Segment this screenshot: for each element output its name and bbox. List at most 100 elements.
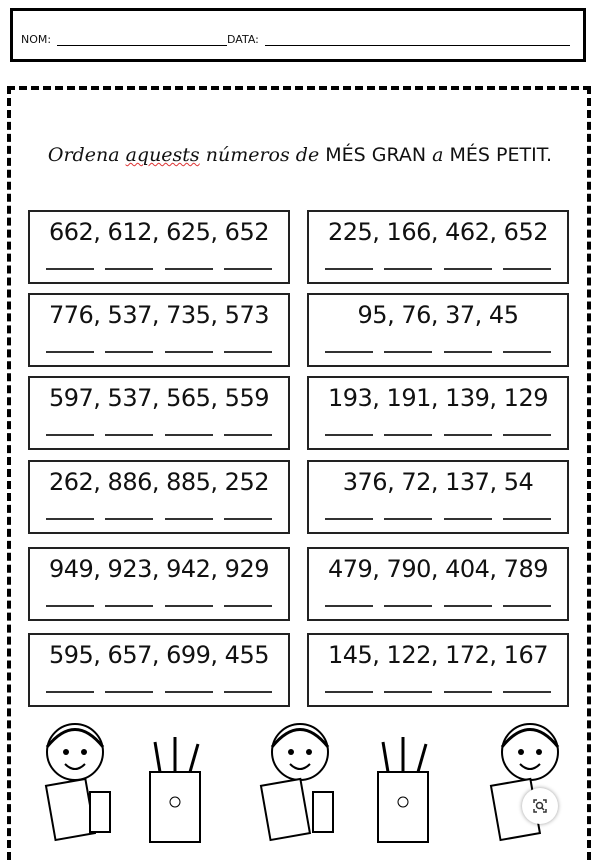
instruction-word: MÉS PETIT. <box>449 144 553 166</box>
zoom-lens-icon <box>533 799 547 813</box>
exercise-box: 662, 612, 625, 652 <box>28 210 290 284</box>
instruction-word: MÉS GRAN <box>325 144 427 166</box>
answer-blank[interactable] <box>105 518 154 520</box>
answer-blanks <box>325 518 551 520</box>
answer-blank[interactable] <box>46 518 94 520</box>
exercise-box: 949, 923, 942, 929 <box>28 547 290 621</box>
girl-illustration <box>44 723 111 842</box>
exercise-numbers: 95, 76, 37, 45 <box>357 301 519 329</box>
answer-blank[interactable] <box>443 605 492 607</box>
answer-blank[interactable] <box>164 268 213 270</box>
exercise-numbers: 376, 72, 137, 54 <box>342 468 534 496</box>
answer-blanks <box>325 605 551 607</box>
exercise-numbers: 662, 612, 625, 652 <box>48 218 270 246</box>
answer-blank[interactable] <box>105 691 154 693</box>
girl-illustration <box>489 723 560 842</box>
answer-blanks <box>325 351 551 353</box>
answer-blank[interactable] <box>105 268 154 270</box>
answer-blank[interactable] <box>384 518 433 520</box>
answer-blank[interactable] <box>384 268 433 270</box>
answer-blank[interactable] <box>502 691 551 693</box>
answer-blank[interactable] <box>46 691 94 693</box>
answer-blank[interactable] <box>384 691 433 693</box>
instruction-word: a <box>432 144 444 166</box>
answer-blank[interactable] <box>502 268 551 270</box>
answer-blank[interactable] <box>223 351 272 353</box>
answer-blank[interactable] <box>105 434 154 436</box>
answer-blank[interactable] <box>443 268 492 270</box>
answer-blanks <box>46 268 272 270</box>
decorations <box>44 723 560 843</box>
answer-blank[interactable] <box>105 605 154 607</box>
pencil-cup-illustration <box>377 737 429 843</box>
answer-blank[interactable] <box>223 268 272 270</box>
answer-blank[interactable] <box>223 605 272 607</box>
answer-blank[interactable] <box>325 268 373 270</box>
exercise-numbers: 776, 537, 735, 573 <box>48 301 270 329</box>
exercise-numbers: 225, 166, 462, 652 <box>327 218 549 246</box>
exercise-box: 262, 886, 885, 252 <box>28 460 290 534</box>
exercise-box: 225, 166, 462, 652 <box>307 210 569 284</box>
answer-blank[interactable] <box>46 434 94 436</box>
answer-blank[interactable] <box>502 605 551 607</box>
exercise-box: 479, 790, 404, 789 <box>307 547 569 621</box>
exercise-box: 95, 76, 37, 45 <box>307 293 569 367</box>
answer-blanks <box>46 518 272 520</box>
answer-blank[interactable] <box>325 691 373 693</box>
name-label: NOM: <box>21 33 52 46</box>
answer-blank[interactable] <box>384 351 433 353</box>
exercise-box: 597, 537, 565, 559 <box>28 376 290 450</box>
answer-blank[interactable] <box>46 268 94 270</box>
exercise-numbers: 193, 191, 139, 129 <box>327 384 549 412</box>
name-field-line[interactable] <box>57 45 227 46</box>
answer-blank[interactable] <box>443 351 492 353</box>
answer-blank[interactable] <box>46 351 94 353</box>
name-date-header: NOM: DATA: <box>10 8 586 62</box>
answer-blank[interactable] <box>384 434 433 436</box>
dashed-frame <box>7 86 591 860</box>
answer-blanks <box>46 691 272 693</box>
answer-blank[interactable] <box>325 518 373 520</box>
answer-blank[interactable] <box>443 518 492 520</box>
exercise-numbers: 595, 657, 699, 455 <box>48 641 270 669</box>
exercise-numbers: 597, 537, 565, 559 <box>48 384 270 412</box>
answer-blank[interactable] <box>325 434 373 436</box>
zoom-lens-button[interactable] <box>522 788 558 824</box>
instruction-word: Ordena <box>47 144 120 166</box>
answer-blank[interactable] <box>46 605 94 607</box>
answer-blank[interactable] <box>164 605 213 607</box>
answer-blank[interactable] <box>325 351 373 353</box>
instruction-title: Ordena aquests números de MÉS GRAN a MÉS… <box>0 144 600 166</box>
exercise-box: 193, 191, 139, 129 <box>307 376 569 450</box>
pencil-cup-illustration <box>149 737 201 843</box>
exercise-numbers: 479, 790, 404, 789 <box>327 555 549 583</box>
answer-blank[interactable] <box>223 518 272 520</box>
answer-blank[interactable] <box>223 691 272 693</box>
girl-illustration <box>259 723 334 842</box>
answer-blank[interactable] <box>164 351 213 353</box>
answer-blank[interactable] <box>105 351 154 353</box>
exercise-box: 376, 72, 137, 54 <box>307 460 569 534</box>
answer-blank[interactable] <box>164 518 213 520</box>
instruction-word: aquests <box>125 144 200 166</box>
answer-blank[interactable] <box>164 434 213 436</box>
answer-blanks <box>325 434 551 436</box>
answer-blank[interactable] <box>443 434 492 436</box>
answer-blank[interactable] <box>502 351 551 353</box>
date-field-line[interactable] <box>265 45 570 46</box>
instruction-word: números de <box>205 144 320 166</box>
answer-blank[interactable] <box>384 605 433 607</box>
exercise-box: 776, 537, 735, 573 <box>28 293 290 367</box>
answer-blank[interactable] <box>502 518 551 520</box>
exercise-box: 145, 122, 172, 167 <box>307 633 569 707</box>
answer-blanks <box>325 691 551 693</box>
answer-blanks <box>46 434 272 436</box>
answer-blank[interactable] <box>443 691 492 693</box>
answer-blank[interactable] <box>502 434 551 436</box>
answer-blank[interactable] <box>164 691 213 693</box>
answer-blank[interactable] <box>325 605 373 607</box>
answer-blanks <box>46 351 272 353</box>
exercise-numbers: 262, 886, 885, 252 <box>48 468 270 496</box>
exercise-numbers: 145, 122, 172, 167 <box>327 641 549 669</box>
answer-blank[interactable] <box>223 434 272 436</box>
